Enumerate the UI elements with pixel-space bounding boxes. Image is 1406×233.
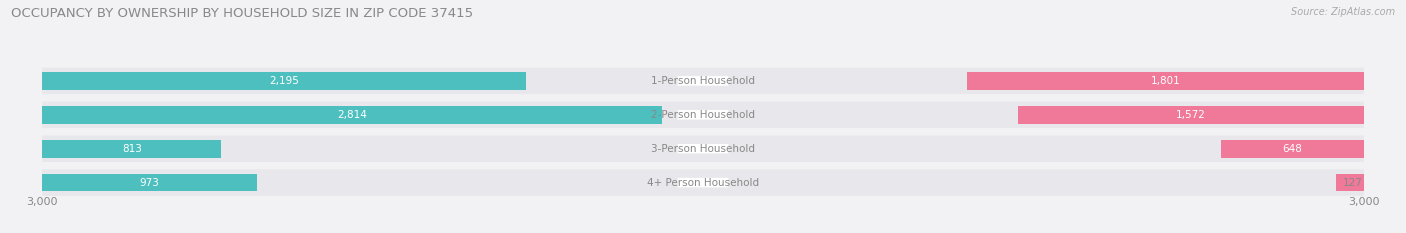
Text: 2-Person Household: 2-Person Household [651,110,755,120]
FancyBboxPatch shape [42,102,1364,128]
Text: 2,195: 2,195 [269,76,299,86]
Bar [1018,106,1364,124]
Text: Source: ZipAtlas.com: Source: ZipAtlas.com [1291,7,1395,17]
Text: 813: 813 [122,144,142,154]
Bar [42,140,221,158]
Text: 1,801: 1,801 [1150,76,1181,86]
Text: OCCUPANCY BY OWNERSHIP BY HOUSEHOLD SIZE IN ZIP CODE 37415: OCCUPANCY BY OWNERSHIP BY HOUSEHOLD SIZE… [11,7,474,20]
Text: 648: 648 [1282,144,1302,154]
Bar [1220,140,1364,158]
Text: 973: 973 [139,178,159,188]
FancyBboxPatch shape [42,68,1364,94]
Bar [42,72,526,90]
Text: 3-Person Household: 3-Person Household [651,144,755,154]
FancyBboxPatch shape [678,76,728,86]
FancyBboxPatch shape [42,169,1364,196]
Text: 127: 127 [1343,178,1362,188]
Bar [42,174,256,191]
FancyBboxPatch shape [678,110,728,120]
Bar [42,106,662,124]
FancyBboxPatch shape [42,135,1364,162]
Bar [1336,174,1364,191]
FancyBboxPatch shape [678,178,728,187]
Text: 4+ Person Household: 4+ Person Household [647,178,759,188]
Text: 1-Person Household: 1-Person Household [651,76,755,86]
Text: 1,572: 1,572 [1175,110,1205,120]
FancyBboxPatch shape [678,144,728,154]
Text: 2,814: 2,814 [337,110,367,120]
Bar [967,72,1364,90]
